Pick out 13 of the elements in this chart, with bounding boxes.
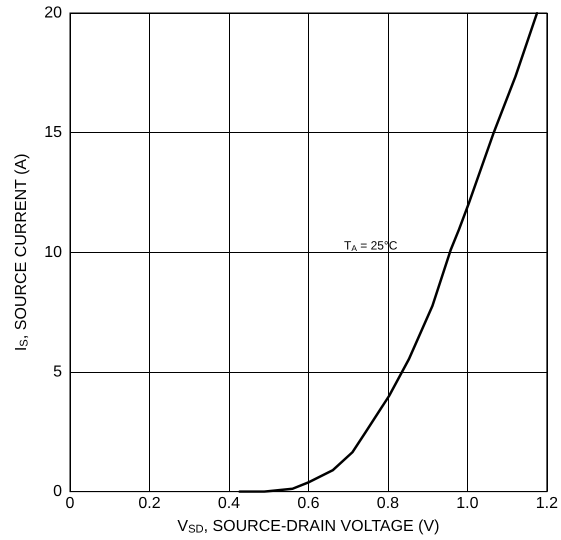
x-tick-label: 1.0 bbox=[456, 495, 479, 512]
x-tick-label: 0 bbox=[66, 495, 75, 512]
x-tick-label: 0.8 bbox=[376, 495, 400, 512]
y-tick-label: 10 bbox=[44, 244, 62, 261]
y-tick-label: 0 bbox=[53, 483, 62, 500]
x-tick-label: 0.6 bbox=[297, 495, 320, 512]
y-tick-label: 15 bbox=[44, 124, 62, 142]
x-tick-label: 0.2 bbox=[138, 495, 161, 512]
y-tick-label: 5 bbox=[53, 363, 62, 380]
y-tick-label: 20 bbox=[44, 4, 62, 22]
y-axis-title: IS, SOURCE CURRENT (A) bbox=[12, 154, 30, 352]
x-tick-label: 0.4 bbox=[218, 495, 240, 512]
x-tick-label: 1.2 bbox=[536, 495, 558, 512]
